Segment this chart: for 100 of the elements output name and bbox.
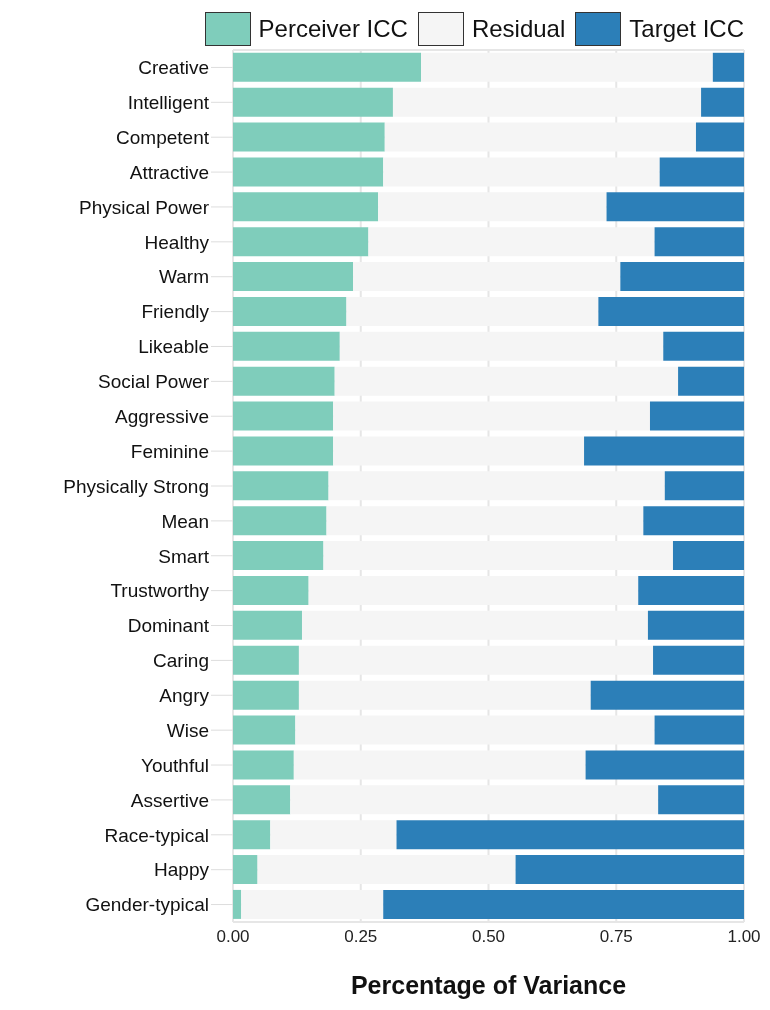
- y-tick-label: Creative: [138, 57, 209, 79]
- bar: [333, 436, 585, 466]
- bar: [298, 680, 591, 710]
- bar: [328, 471, 665, 501]
- x-tick-label: 1.00: [727, 927, 761, 947]
- bar: [308, 575, 639, 605]
- bar: [301, 610, 648, 640]
- y-tick-label: Warm: [159, 266, 209, 288]
- bar: [233, 785, 291, 815]
- bar: [701, 87, 744, 117]
- y-tick-label: Gender-typical: [85, 894, 209, 916]
- bar: [647, 610, 744, 640]
- bar: [233, 401, 334, 431]
- bar: [654, 715, 744, 745]
- y-tick-label: Competent: [116, 126, 210, 148]
- bar: [663, 331, 744, 361]
- y-tick-label: Smart: [158, 545, 210, 567]
- bar: [678, 366, 744, 396]
- bar: [233, 610, 302, 640]
- bar: [233, 471, 329, 501]
- bar: [257, 855, 516, 885]
- bar: [638, 575, 744, 605]
- bar: [270, 820, 397, 850]
- bar: [649, 401, 744, 431]
- bar: [333, 401, 650, 431]
- series-label: Residual: [471, 15, 566, 43]
- bar: [383, 157, 660, 187]
- bar: [339, 331, 664, 361]
- bar: [695, 122, 744, 152]
- x-tick-label: 0.50: [471, 927, 506, 947]
- legend-label: Target ICC: [629, 15, 744, 43]
- y-tick-label: Intelligent: [127, 92, 210, 114]
- bar: [233, 87, 393, 117]
- bar: [672, 541, 744, 571]
- y-tick-label: Wise: [166, 719, 209, 741]
- y-tick-label: Healthy: [144, 231, 210, 253]
- bar: [383, 889, 744, 919]
- bar: [334, 366, 679, 396]
- bar: [326, 506, 644, 536]
- bar: [233, 680, 299, 710]
- bar: [233, 889, 242, 919]
- y-tick-label: Attractive: [129, 161, 209, 183]
- bar: [233, 122, 385, 152]
- y-tick-label: Physically Strong: [63, 475, 209, 497]
- bar: [298, 645, 654, 675]
- y-tick-label: Social Power: [98, 371, 210, 393]
- bar: [590, 680, 744, 710]
- x-tick-label: 0.75: [599, 927, 633, 947]
- bar: [233, 575, 309, 605]
- bar: [233, 645, 299, 675]
- y-tick-label: Caring: [153, 650, 209, 672]
- bar: [378, 192, 607, 222]
- x-tick-label: 0.00: [216, 927, 250, 947]
- legend-label: Perceiver ICC: [258, 15, 408, 43]
- x-tick-label: 0.25: [344, 927, 378, 947]
- bar: [654, 227, 744, 257]
- bar: [392, 87, 702, 117]
- bar: [233, 157, 384, 187]
- x-axis-title: Percentage of Variance: [350, 971, 627, 999]
- bar: [233, 715, 296, 745]
- bar: [233, 262, 354, 292]
- y-tick-label: Aggressive: [115, 405, 209, 427]
- bar: [396, 820, 744, 850]
- y-tick-label: Happy: [154, 859, 210, 881]
- bar: [293, 750, 586, 780]
- bar: [653, 645, 744, 675]
- bar: [664, 471, 744, 501]
- bar: [384, 122, 696, 152]
- bar: [233, 750, 294, 780]
- bar: [233, 855, 258, 885]
- bar: [233, 52, 422, 82]
- y-tick-label: Angry: [159, 685, 210, 707]
- bar: [233, 541, 324, 571]
- bar: [620, 262, 744, 292]
- bar: [606, 192, 744, 222]
- bar: [659, 157, 744, 187]
- bar: [233, 296, 347, 326]
- bar: [233, 366, 335, 396]
- bar: [585, 750, 744, 780]
- y-tick-label: Mean: [161, 510, 209, 532]
- bar: [346, 296, 599, 326]
- bar: [643, 506, 744, 536]
- bar: [353, 262, 621, 292]
- bar: [233, 820, 271, 850]
- bar: [233, 331, 340, 361]
- y-tick-label: Physical Power: [79, 196, 210, 218]
- bar: [290, 785, 659, 815]
- bar: [712, 52, 744, 82]
- bar: [584, 436, 744, 466]
- bar: [233, 436, 334, 466]
- y-tick-label: Likeable: [138, 336, 209, 358]
- bar: [233, 506, 327, 536]
- bar: [368, 227, 655, 257]
- y-tick-label: Assertive: [130, 789, 209, 811]
- bar: [241, 889, 384, 919]
- bar: [658, 785, 744, 815]
- bar: [598, 296, 744, 326]
- bar: [233, 192, 379, 222]
- bar: [323, 541, 673, 571]
- y-tick-label: Trustworthy: [110, 580, 210, 602]
